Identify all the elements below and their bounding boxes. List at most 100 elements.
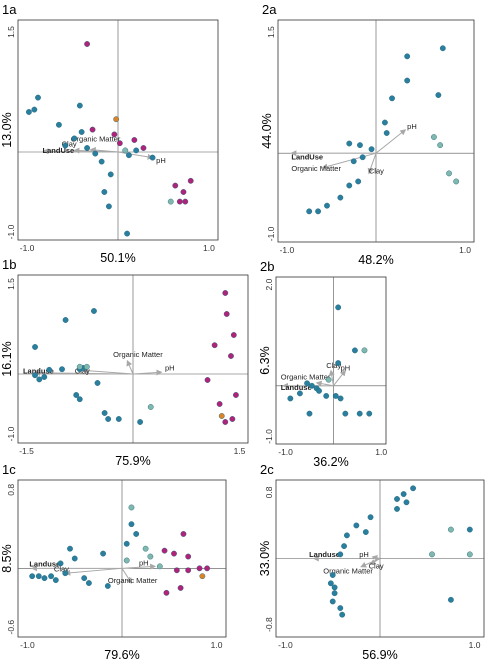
data-point (31, 106, 38, 113)
data-point (199, 573, 206, 580)
arrow-label: Clay (54, 564, 69, 573)
arrow-ph (117, 151, 154, 160)
data-point (35, 573, 42, 580)
data-point (98, 158, 105, 165)
data-point (341, 543, 347, 550)
arrow-label: Organic Matter (113, 350, 163, 359)
x-axis-label: 79.6% (104, 648, 139, 662)
arrow-label: LandUse (291, 153, 323, 162)
data-point (126, 152, 132, 159)
data-point (429, 551, 435, 558)
data-point (147, 404, 154, 410)
data-point (180, 531, 187, 537)
data-point (185, 553, 192, 560)
data-point (337, 395, 344, 402)
data-point (41, 374, 48, 380)
data-point (204, 565, 210, 572)
data-point (156, 563, 163, 570)
x-tick-label: 1.5 (234, 446, 246, 456)
data-point (394, 496, 400, 502)
data-point (89, 126, 96, 133)
y-tick-label: -1.0 (264, 429, 274, 444)
data-point (36, 376, 43, 383)
data-point (356, 410, 363, 417)
data-point (325, 376, 332, 383)
data-point (171, 550, 177, 557)
arrow-label: Landuse (309, 550, 340, 559)
data-point (104, 583, 111, 589)
data-point (357, 142, 363, 149)
data-point (124, 230, 130, 237)
data-point (176, 198, 183, 205)
arrow-label: pH (165, 363, 175, 372)
panel-label: 1a (2, 2, 17, 17)
panel-1b: 1b -1.5 1.5 1.5 -1.0 75.9% 16.1% Landuse Clay Org… (0, 257, 249, 468)
data-point (466, 551, 473, 558)
arrow-label: Landuse (23, 366, 54, 375)
data-point (346, 182, 353, 189)
y-tick-label: 0.8 (6, 484, 16, 496)
y-tick-label: -1.0 (266, 226, 276, 241)
data-point (187, 177, 194, 184)
data-point (133, 531, 140, 537)
data-point (167, 198, 174, 205)
data-point (83, 363, 90, 370)
panel-label: 2c (260, 462, 274, 477)
data-point (122, 147, 129, 154)
data-point (78, 129, 85, 135)
arrow-label: Landuse (281, 383, 312, 392)
data-point (140, 145, 147, 151)
data-point (76, 396, 83, 403)
arrow-organic-matter (321, 152, 377, 170)
data-point (331, 590, 338, 597)
data-point (48, 573, 54, 580)
data-point (52, 577, 59, 583)
data-point (315, 208, 321, 215)
arrow-clay (64, 567, 123, 576)
arrow-label: Organic Matter (281, 373, 331, 382)
data-point (100, 550, 106, 557)
data-point (76, 363, 83, 370)
data-point (437, 142, 444, 149)
x-axis-label: 75.9% (115, 454, 150, 468)
data-point (218, 413, 225, 419)
data-point (111, 131, 118, 138)
data-point (355, 178, 362, 185)
data-point (128, 521, 135, 528)
data-point (337, 551, 344, 558)
arrow-label: pH (139, 558, 149, 567)
y-tick-label: 0.8 (264, 486, 274, 498)
x-tick-label: -1.0 (278, 640, 293, 650)
data-point (131, 137, 138, 143)
data-point (91, 308, 97, 314)
data-point (67, 545, 73, 552)
data-point (86, 580, 92, 586)
data-point (448, 526, 454, 533)
data-point (287, 395, 294, 402)
data-point (115, 416, 122, 422)
data-point (123, 557, 130, 564)
x-tick-label: -1.0 (280, 245, 295, 255)
panel-label: 2a (262, 2, 277, 17)
data-point (29, 573, 36, 580)
panel-label: 2b (260, 259, 274, 274)
data-point (327, 580, 334, 587)
data-point (147, 553, 154, 560)
y-axis-label: 44.0% (260, 113, 274, 148)
data-point (94, 380, 101, 386)
data-point (329, 598, 336, 605)
data-point (32, 344, 38, 350)
data-point (297, 390, 303, 397)
data-point (180, 189, 187, 195)
y-tick-label: -0.8 (264, 617, 274, 632)
data-point (304, 380, 310, 387)
data-point (344, 532, 350, 539)
arrow-ph (121, 563, 157, 570)
arrow-label: Clay (326, 361, 341, 370)
data-point (389, 95, 395, 102)
data-point (394, 506, 400, 512)
arrow-label: pH (341, 364, 351, 373)
y-tick-label: -0.6 (6, 620, 16, 635)
data-point (185, 567, 192, 574)
